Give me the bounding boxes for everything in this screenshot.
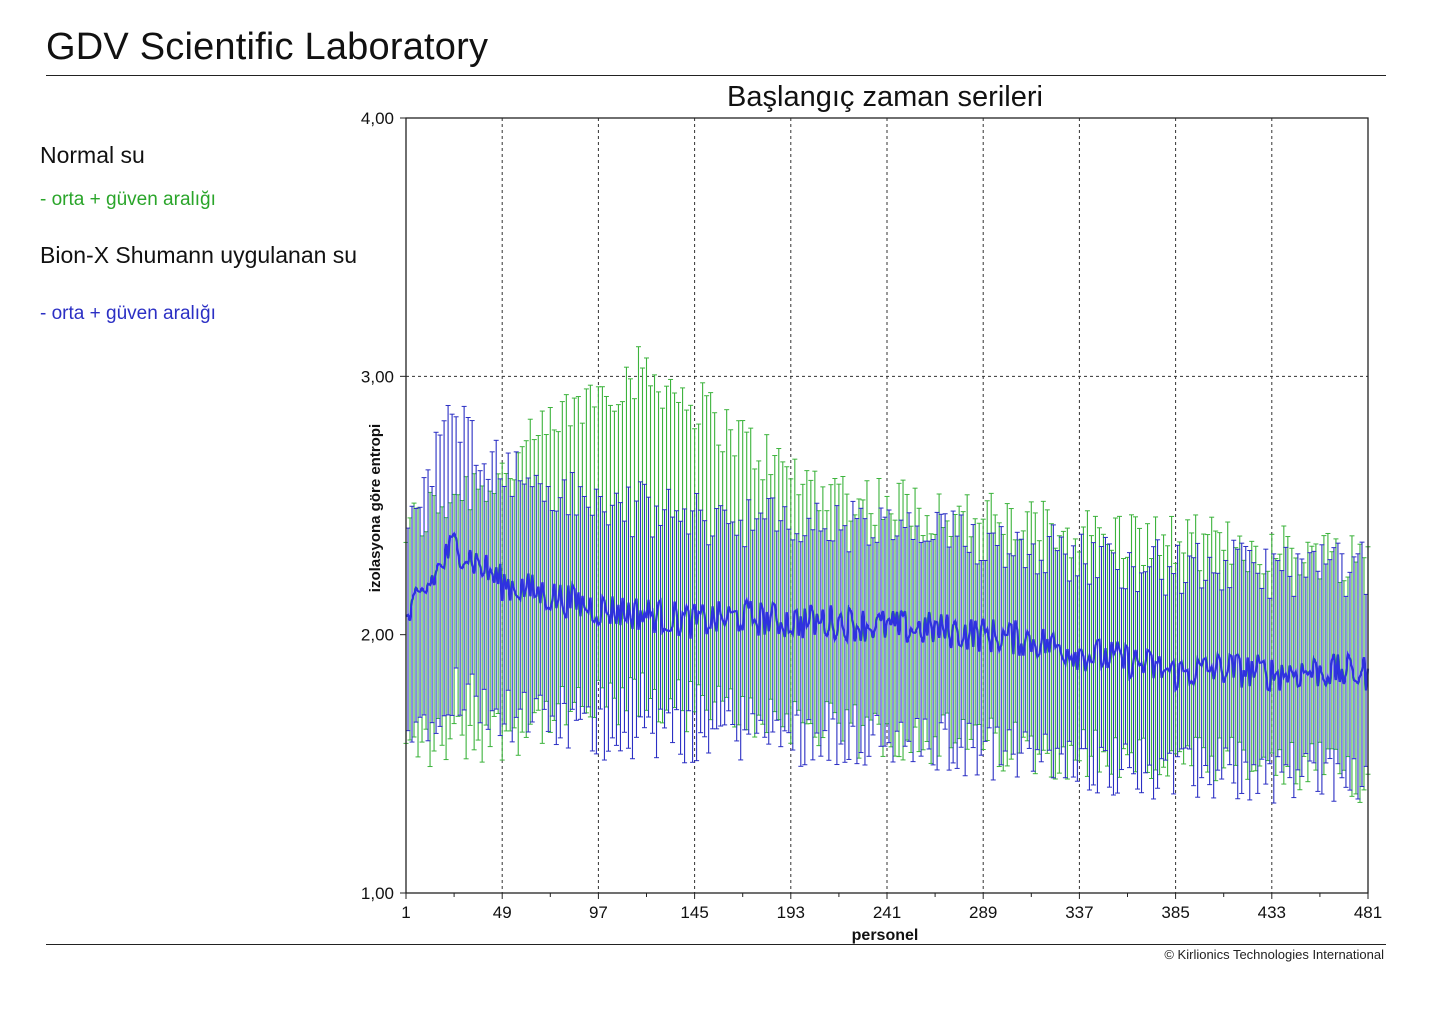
legend-normal-subtitle: - orta + güven aralığı <box>40 189 216 210</box>
page-title: GDV Scientific Laboratory <box>46 26 489 68</box>
x-tick-label: 49 <box>493 903 512 922</box>
y-tick-label: 1,00 <box>361 884 394 903</box>
x-tick-label: 433 <box>1258 903 1286 922</box>
legend-bion-title: Bion-X Shumann uygulanan su <box>40 242 358 268</box>
footer-divider <box>46 944 1386 945</box>
x-tick-label: 481 <box>1354 903 1382 922</box>
x-tick-label: 289 <box>969 903 997 922</box>
x-tick-label: 241 <box>873 903 901 922</box>
y-tick-label: 3,00 <box>361 367 394 386</box>
y-tick-label: 2,00 <box>361 626 394 645</box>
header-divider <box>46 75 1386 76</box>
bion-mean-line <box>405 531 1370 693</box>
copyright-credit: © Kirlionics Technologies International <box>1164 947 1384 962</box>
x-tick-label: 337 <box>1065 903 1093 922</box>
bion-mean-path <box>405 531 1370 693</box>
x-tick-label: 145 <box>680 903 708 922</box>
legend-bion-subtitle: - orta + güven aralığı <box>40 303 216 324</box>
axis-ticks: 1,00 2,00 3,00 4,00 1 49 97 145 193 241 289 337 385 4… <box>361 109 1382 922</box>
x-tick-label: 1 <box>401 903 410 922</box>
grid-lines <box>406 118 1368 893</box>
x-tick-label: 193 <box>777 903 805 922</box>
x-axis-label: personel <box>852 927 919 944</box>
legend-normal-title: Normal su <box>40 142 145 168</box>
x-tick-label: 385 <box>1161 903 1189 922</box>
x-tick-label: 97 <box>589 903 608 922</box>
y-tick-label: 4,00 <box>361 109 394 128</box>
chart-title: Başlangıç zaman serileri <box>727 81 1043 113</box>
bion-series <box>405 404 1369 804</box>
y-axis-label: izolasyona göre entropi <box>367 424 384 592</box>
